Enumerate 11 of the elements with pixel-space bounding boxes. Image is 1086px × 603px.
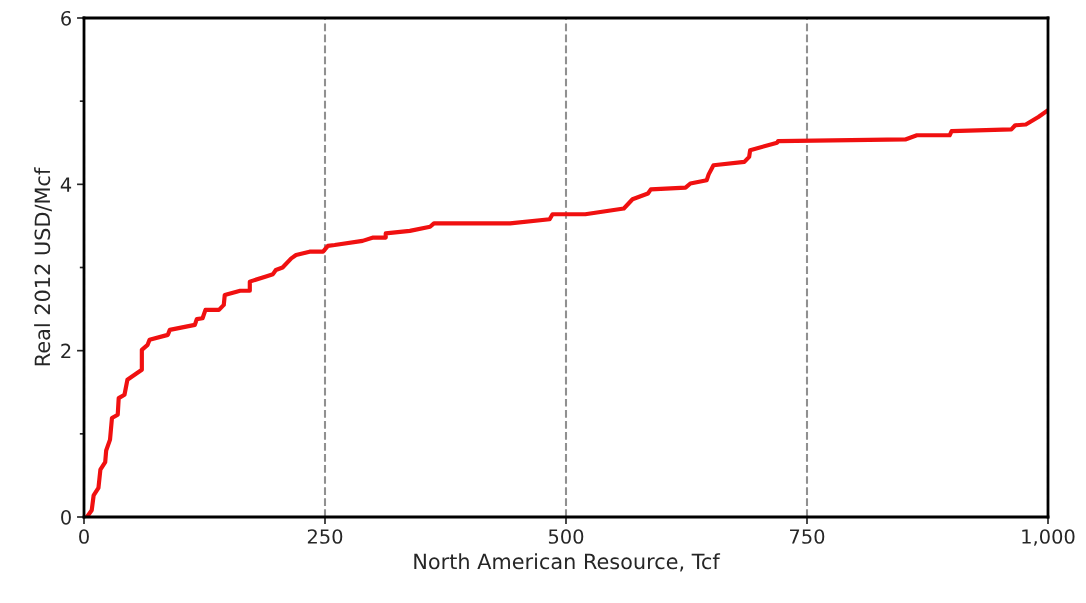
- y-tick-label: 6: [61, 10, 71, 26]
- y-tick-label: 4: [60, 177, 72, 192]
- x-tick-label: 750: [790, 529, 825, 544]
- x-tick-label: 1,000: [1022, 529, 1075, 546]
- y-tick-label: 0: [61, 509, 71, 525]
- y-tick-label: 2: [61, 343, 71, 359]
- x-tick-label: 250: [307, 529, 343, 544]
- y-axis-title: Real 2012 USD/Mcf: [34, 167, 52, 366]
- x-tick-label: 500: [548, 529, 584, 544]
- x-tick-label: 0: [79, 529, 89, 544]
- x-axis-title: North American Resource, Tcf: [414, 553, 721, 572]
